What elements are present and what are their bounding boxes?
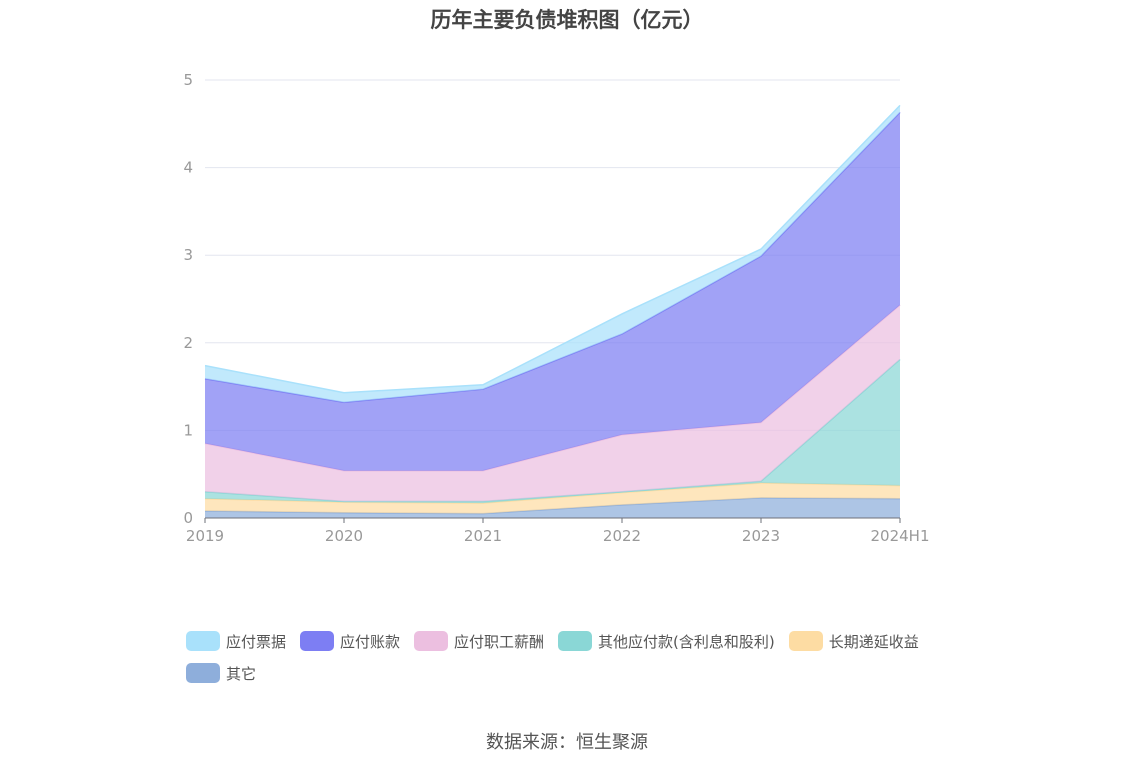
- y-tick-label: 5: [183, 71, 193, 89]
- legend: 应付票据 应付账款 应付职工薪酬 其他应付款(含利息和股利) 长期递延收益其它: [186, 630, 976, 684]
- legend-label: 应付票据: [226, 632, 287, 651]
- legend-item[interactable]: 其他应付款(含利息和股利): [558, 630, 775, 652]
- legend-label: 其它: [226, 664, 257, 683]
- x-tick-label: 2024H1: [871, 527, 930, 545]
- y-tick-label: 1: [183, 421, 193, 439]
- legend-item[interactable]: 应付职工薪酬: [414, 630, 544, 652]
- axis-layer: 0 1 2 3 4 5 2019 2020 2021 2022 2023 2024H1: [183, 71, 929, 545]
- legend-item[interactable]: 应付票据: [186, 630, 286, 652]
- legend-label: 长期递延收益: [828, 632, 919, 651]
- y-tick-label: 3: [183, 246, 193, 264]
- area-layer: [204, 104, 901, 518]
- legend-item[interactable]: 长期递延收益: [788, 630, 919, 652]
- legend-label: 其他应付款(含利息和股利): [598, 632, 775, 651]
- x-tick-label: 2022: [603, 527, 641, 545]
- legend-swatch: [186, 631, 220, 651]
- legend-item[interactable]: 应付账款: [300, 630, 400, 652]
- legend-swatch: [414, 631, 449, 651]
- y-tick-label: 2: [183, 334, 193, 352]
- legend-label: 应付账款: [340, 632, 401, 651]
- chart-title: 历年主要负债堆积图（亿元）: [430, 8, 704, 32]
- x-tick-label: 2020: [325, 527, 363, 545]
- area-series-3[interactable]: [205, 305, 900, 502]
- legend-item[interactable]: 其它: [186, 662, 256, 684]
- legend-swatch: [788, 631, 823, 651]
- x-tick-label: 2023: [742, 527, 780, 545]
- stacked-area-chart: 0 1 2 3 4 5 2019 2020 2021 2022 2023 2024H1: [183, 71, 929, 545]
- legend-swatch: [300, 631, 335, 651]
- area-series-5[interactable]: [205, 105, 900, 403]
- data-source: 数据来源：恒生聚源: [486, 732, 648, 753]
- legend-swatch: [558, 631, 593, 651]
- area-series-edge-5: [204, 104, 901, 394]
- legend-swatch: [186, 663, 220, 683]
- x-tick-label: 2021: [464, 527, 502, 545]
- y-tick-label: 4: [183, 159, 193, 177]
- y-tick-label: 0: [183, 509, 193, 527]
- area-series-4[interactable]: [205, 112, 900, 471]
- x-tick-label: 2019: [186, 527, 224, 545]
- legend-label: 应付职工薪酬: [454, 632, 545, 651]
